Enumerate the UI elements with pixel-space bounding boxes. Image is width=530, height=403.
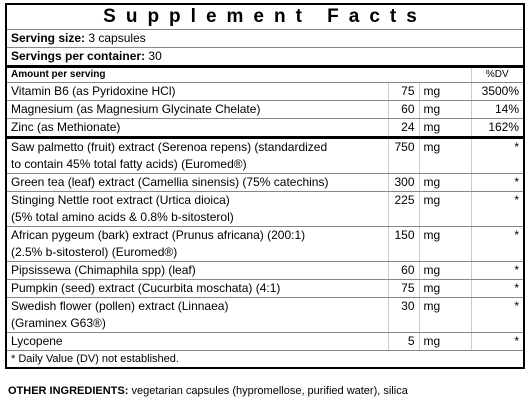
nutrient-row: Lycopene 5 mg * — [7, 332, 524, 351]
amount: 75 — [388, 82, 420, 101]
amount: 300 — [388, 173, 420, 192]
title: Supplement Facts — [7, 5, 523, 30]
dv-header: %DV — [471, 68, 524, 83]
unit: mg — [419, 137, 472, 174]
name-line: Swedish flower (pollen) extract (Linnaea… — [11, 299, 229, 313]
other-ingredients: OTHER INGREDIENTS: vegetarian capsules (… — [8, 385, 408, 397]
label: OTHER INGREDIENTS: — [8, 385, 129, 397]
name-line: Stinging Nettle root extract (Urtica dio… — [11, 193, 230, 207]
nutrient-row: Saw palmetto (fruit) extract (Serenoa re… — [7, 137, 524, 174]
amount: 750 — [388, 137, 420, 174]
daily-value: * — [471, 261, 524, 280]
amount-header: Amount per serving — [7, 68, 472, 83]
daily-value: 3500% — [471, 82, 524, 101]
daily-value: 14% — [471, 100, 524, 119]
unit: mg — [419, 191, 472, 227]
nutrient-name: Green tea (leaf) extract (Camellia sinen… — [7, 173, 389, 192]
serving-size: Serving size: 3 capsules — [7, 30, 523, 48]
nutrient-name: African pygeum (bark) extract (Prunus af… — [7, 226, 389, 262]
nutrient-row: Vitamin B6 (as Pyridoxine HCl) 75 mg 3500% — [7, 82, 524, 101]
daily-value: * — [471, 137, 524, 174]
footnote: * Daily Value (DV) not established. — [11, 353, 179, 365]
unit: mg — [419, 100, 472, 119]
value: 30 — [148, 49, 162, 63]
nutrient-row: Green tea (leaf) extract (Camellia sinen… — [7, 173, 524, 192]
nutrient-name: Vitamin B6 (as Pyridoxine HCl) — [7, 82, 389, 101]
name-line: Vitamin B6 (as Pyridoxine HCl) — [11, 84, 176, 98]
nutrient-row: Stinging Nettle root extract (Urtica dio… — [7, 191, 524, 227]
unit: mg — [419, 297, 472, 333]
daily-value: * — [471, 173, 524, 192]
nutrient-name: Pipsissewa (Chimaphila spp) (leaf) — [7, 261, 389, 280]
amount: 225 — [388, 191, 420, 227]
label: Servings per container: — [11, 49, 146, 63]
nutrient-row: Pumpkin (seed) extract (Cucurbita moscha… — [7, 279, 524, 298]
daily-value: * — [471, 332, 524, 351]
name-line: African pygeum (bark) extract (Prunus af… — [11, 228, 306, 242]
unit: mg — [419, 332, 472, 351]
name-line: Green tea (leaf) extract (Camellia sinen… — [11, 175, 329, 189]
nutrient-row: African pygeum (bark) extract (Prunus af… — [7, 226, 524, 262]
facts-panel: Supplement Facts Serving size: 3 capsule… — [5, 3, 525, 369]
name-line: Saw palmetto (fruit) extract (Serenoa re… — [11, 140, 328, 154]
daily-value: * — [471, 297, 524, 333]
nutrient-name: Pumpkin (seed) extract (Cucurbita moscha… — [7, 279, 389, 298]
nutrient-row: Swedish flower (pollen) extract (Linnaea… — [7, 297, 524, 333]
servings-per-container: Servings per container: 30 — [7, 48, 523, 68]
value: 3 capsules — [88, 31, 146, 45]
name-line: Zinc (as Methionate) — [11, 120, 121, 134]
unit: mg — [419, 226, 472, 262]
header-row: Amount per serving %DV — [7, 68, 524, 83]
nutrient-name: Magnesium (as Magnesium Glycinate Chelat… — [7, 100, 389, 119]
unit: mg — [419, 82, 472, 101]
name-line: Lycopene — [11, 334, 63, 348]
daily-value: * — [471, 226, 524, 262]
nutrient-name: Zinc (as Methionate) — [7, 118, 389, 139]
amount: 5 — [388, 332, 420, 351]
label: Serving size: — [11, 31, 86, 45]
unit: mg — [419, 173, 472, 192]
nutrient-name: Stinging Nettle root extract (Urtica dio… — [7, 191, 389, 227]
name-line: to contain 45% total fatty acids) (Eurom… — [11, 157, 247, 171]
nutrient-table: Amount per serving %DV Vitamin B6 (as Py… — [7, 68, 524, 351]
unit: mg — [419, 261, 472, 280]
name-line: Pipsissewa (Chimaphila spp) (leaf) — [11, 263, 196, 277]
daily-value: * — [471, 191, 524, 227]
nutrient-row: Magnesium (as Magnesium Glycinate Chelat… — [7, 100, 524, 119]
table-body: Amount per serving %DV Vitamin B6 (as Py… — [7, 68, 524, 351]
amount: 24 — [388, 118, 420, 139]
amount: 60 — [388, 100, 420, 119]
amount: 75 — [388, 279, 420, 298]
amount: 60 — [388, 261, 420, 280]
name-line: Pumpkin (seed) extract (Cucurbita moscha… — [11, 281, 281, 295]
nutrient-name: Lycopene — [7, 332, 389, 351]
text: vegetarian capsules (hypromellose, purif… — [131, 385, 408, 397]
daily-value: * — [471, 279, 524, 298]
nutrient-row: Pipsissewa (Chimaphila spp) (leaf) 60 mg * — [7, 261, 524, 280]
name-line: (5% total amino acids & 0.8% b-sitostero… — [11, 210, 234, 224]
name-line: Magnesium (as Magnesium Glycinate Chelat… — [11, 102, 261, 116]
nutrient-name: Saw palmetto (fruit) extract (Serenoa re… — [7, 137, 389, 174]
unit: mg — [419, 279, 472, 298]
name-line: (2.5% b-sitosterol) (Euromed®) — [11, 245, 178, 259]
amount: 30 — [388, 297, 420, 333]
daily-value: 162% — [471, 118, 524, 139]
nutrient-row: Zinc (as Methionate) 24 mg 162% — [7, 118, 524, 139]
nutrient-name: Swedish flower (pollen) extract (Linnaea… — [7, 297, 389, 333]
amount: 150 — [388, 226, 420, 262]
name-line: (Graminex G63®) — [11, 316, 106, 330]
unit: mg — [419, 118, 472, 139]
